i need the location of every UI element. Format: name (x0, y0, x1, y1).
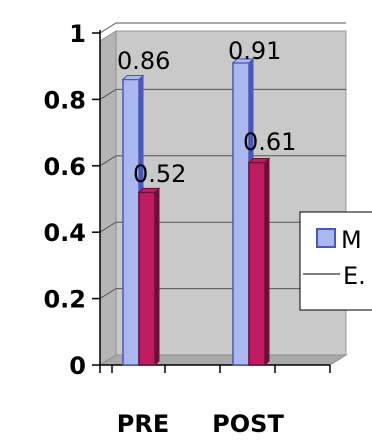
gridline (99, 155, 346, 167)
axes: 0 0.2 0.4 0.6 0.8 1 PRE POST (43, 20, 331, 438)
y-tick-label: 0.4 (43, 219, 86, 247)
bar-e-post (247, 157, 271, 367)
x-tick-label-pre: PRE (117, 410, 169, 438)
legend-swatch-m (316, 228, 336, 248)
y-tick-label: 0.2 (43, 286, 86, 314)
gridline (99, 22, 346, 34)
x-tick-label-post: POST (212, 410, 284, 438)
data-label: 0.52 (133, 160, 186, 188)
y-tick-label: 1 (69, 20, 86, 48)
data-labels: 0.86 0.91 0.52 0.61 (117, 37, 296, 188)
y-tick-label: 0 (69, 352, 86, 380)
data-label: 0.86 (117, 47, 170, 75)
data-label: 0.91 (228, 37, 281, 65)
bars (121, 57, 271, 367)
plot-side-wall (99, 30, 117, 366)
bar-e-pre (137, 187, 161, 367)
y-tick-label: 0.6 (43, 153, 86, 181)
legend: M E. (299, 211, 372, 311)
gridline (99, 88, 346, 100)
y-tick-label: 0.8 (43, 86, 86, 114)
legend-label-m: M (341, 226, 362, 254)
data-label: 0.61 (243, 128, 296, 156)
legend-label-e: E. (343, 262, 366, 290)
